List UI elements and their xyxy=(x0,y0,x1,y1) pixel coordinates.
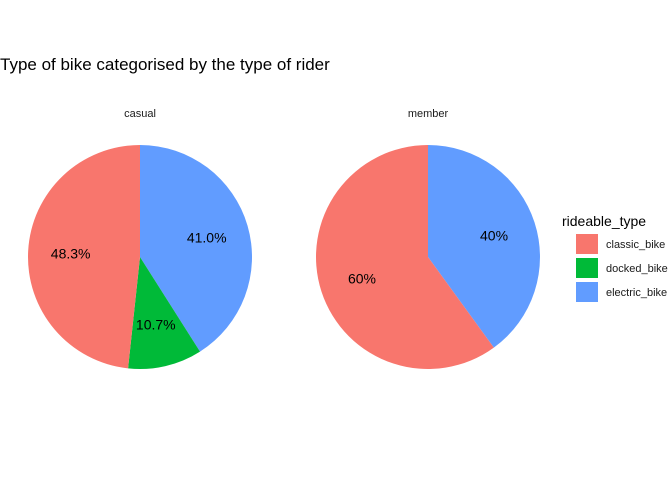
facet-label-member: member xyxy=(408,108,449,120)
slice-label-casual-docked-bike: 10.7% xyxy=(136,317,176,333)
pie-member: 40% 60% xyxy=(315,145,540,370)
slice-label-casual-classic-bike: 48.3% xyxy=(51,245,91,261)
slice-label-casual-electric-bike: 41.0% xyxy=(187,230,227,246)
legend: rideable_type classic_bike docked_bike e… xyxy=(562,213,668,302)
pie-slice-member-classic-bike xyxy=(315,145,494,370)
pie-slice-casual-electric-bike xyxy=(140,145,253,352)
slice-label-member-electric-bike: 40% xyxy=(480,228,508,244)
legend-key-electric-bike xyxy=(576,282,598,302)
legend-title: rideable_type xyxy=(562,213,646,229)
pie-slice-casual-docked-bike xyxy=(128,257,201,369)
slice-label-member-classic-bike: 60% xyxy=(348,270,376,286)
chart-title: Type of bike categorised by the type of … xyxy=(0,55,330,74)
facet-label-casual: casual xyxy=(124,108,156,120)
facet-member: member 40% 60% xyxy=(315,108,540,370)
facet-casual: casual 41.0% 10.7% 48.3% xyxy=(27,108,253,369)
legend-label-electric-bike: electric_bike xyxy=(606,287,667,299)
pie-slice-casual-classic-bike xyxy=(27,145,140,369)
legend-label-docked-bike: docked_bike xyxy=(606,263,668,275)
legend-key-docked-bike xyxy=(576,258,598,278)
pie-casual: 41.0% 10.7% 48.3% xyxy=(27,145,253,369)
legend-key-classic-bike xyxy=(576,234,598,254)
legend-label-classic-bike: classic_bike xyxy=(606,239,665,251)
pie-slice-member-electric-bike xyxy=(428,145,540,348)
